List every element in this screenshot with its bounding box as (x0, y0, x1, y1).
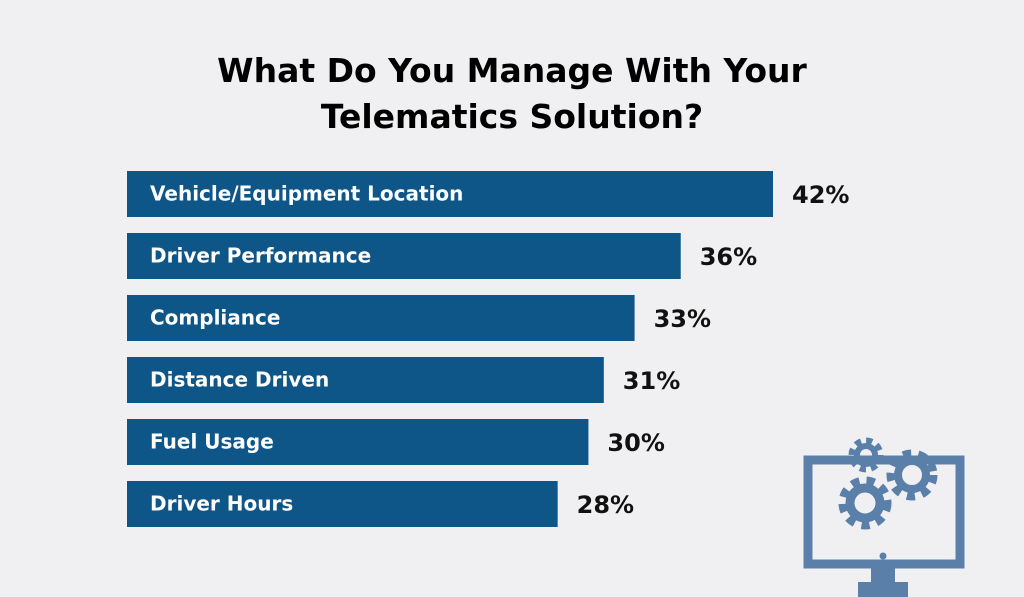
gear-large (838, 476, 892, 530)
monitor-neck (871, 568, 895, 582)
bar (127, 357, 604, 403)
chart-title: What Do You Manage With Your Telematics … (217, 51, 807, 136)
value-label: 31% (623, 367, 680, 395)
bar (127, 481, 558, 527)
monitor-screen (803, 455, 965, 569)
monitor-base (858, 582, 908, 597)
category-label: Distance Driven (150, 368, 329, 392)
value-label: 42% (792, 181, 849, 209)
bar (127, 295, 635, 341)
category-label: Driver Performance (150, 244, 371, 268)
bar (127, 419, 589, 465)
gear-small (848, 437, 884, 473)
value-label: 30% (607, 429, 664, 457)
value-label: 28% (577, 491, 634, 519)
gear-right (886, 449, 938, 501)
category-label: Fuel Usage (150, 430, 274, 454)
category-label: Vehicle/Equipment Location (150, 182, 463, 206)
category-label: Compliance (150, 306, 280, 330)
category-label: Driver Hours (150, 492, 293, 516)
value-label: 36% (700, 243, 757, 271)
monitor-dot (879, 552, 887, 560)
monitor-icon (803, 437, 965, 597)
bar (127, 233, 681, 279)
value-label: 33% (654, 305, 711, 333)
bar (127, 171, 773, 217)
